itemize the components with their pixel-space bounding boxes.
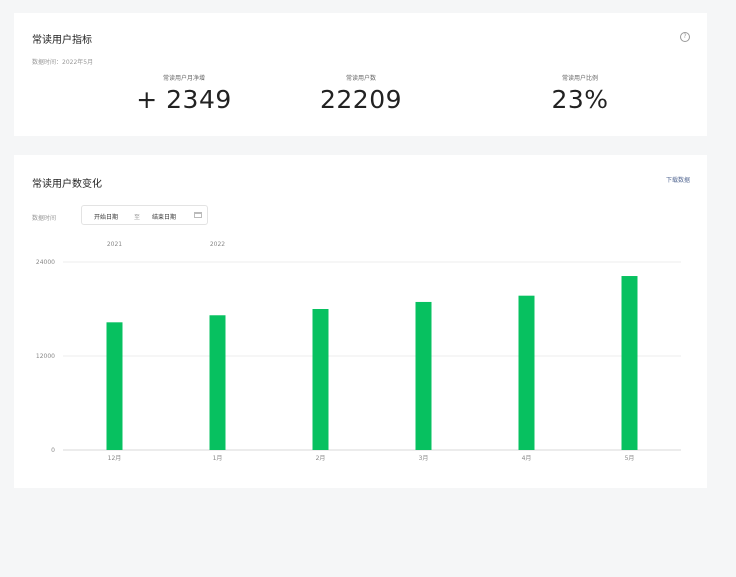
x-tick-label: 5月 xyxy=(625,455,635,462)
trend-card-title: 常读用户数变化 xyxy=(32,179,102,190)
bar-3 xyxy=(415,301,432,450)
y-tick-label: 12000 xyxy=(36,353,55,360)
trend-card: 常读用户数变化 下载数据 数据时间 开始日期 至 结束日期 0 12000 2400… xyxy=(14,155,707,488)
metric-net-increase: 常读用户月净增 + 2349 xyxy=(84,73,284,114)
metric-value: 23% xyxy=(551,85,609,114)
x-tick-label: 1月 xyxy=(213,455,223,462)
bar-2 xyxy=(312,309,329,450)
data-time-text: 数据时间：2022年5月 xyxy=(32,59,94,66)
x-tick-label: 3月 xyxy=(419,455,429,462)
year-label: 2022 xyxy=(210,241,225,248)
metric-label: 常读用户数 xyxy=(345,75,376,82)
metric-value: 22209 xyxy=(319,85,403,114)
help-icon[interactable]: ? xyxy=(680,32,690,42)
date-range-picker[interactable]: 开始日期 至 结束日期 xyxy=(81,205,208,225)
end-date-input[interactable]: 结束日期 xyxy=(152,214,177,221)
date-range-label: 数据时间 xyxy=(32,215,57,222)
calendar-icon[interactable] xyxy=(194,212,202,218)
bar-1 xyxy=(209,315,226,450)
y-tick-label: 0 xyxy=(51,447,55,454)
download-data-link[interactable]: 下载数据 xyxy=(665,177,690,184)
metric-label: 常读用户月净增 xyxy=(162,75,205,82)
x-tick-label: 2月 xyxy=(316,455,326,462)
metric-user-ratio: 常读用户比例 23% xyxy=(480,73,680,114)
user-count-bar-chart: 0 12000 24000 12月 1月 2月 3月 4月 5月 2021 2022 xyxy=(36,241,681,462)
metric-value: + 2349 xyxy=(136,85,232,114)
x-tick-label: 4月 xyxy=(522,455,532,462)
bar-0 xyxy=(106,322,123,450)
x-tick-label: 12月 xyxy=(108,455,122,462)
bar-4 xyxy=(518,295,535,450)
date-separator: 至 xyxy=(134,214,141,221)
metrics-card: 常读用户指标 数据时间：2022年5月 ? 常读用户月净增 + 2349 常读用… xyxy=(14,13,707,136)
y-tick-label: 24000 xyxy=(36,259,55,266)
bar-5 xyxy=(621,276,638,450)
start-date-input[interactable]: 开始日期 xyxy=(94,214,119,221)
metric-label: 常读用户比例 xyxy=(561,75,598,82)
metric-user-count: 常读用户数 22209 xyxy=(261,73,461,114)
metrics-card-title: 常读用户指标 xyxy=(32,35,92,46)
year-label: 2021 xyxy=(107,241,122,248)
